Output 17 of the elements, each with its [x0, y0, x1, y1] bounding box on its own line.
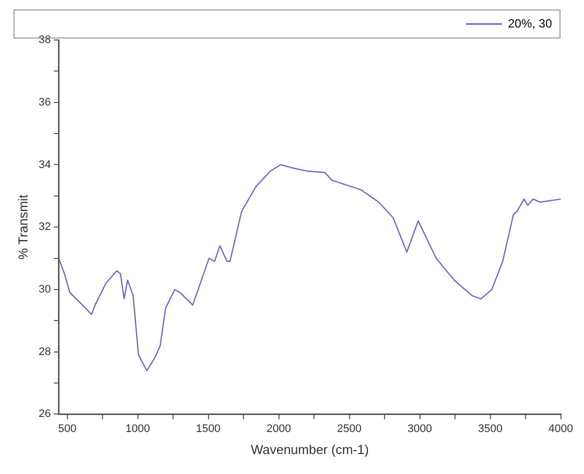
- x-tick-label: 3500: [478, 422, 503, 435]
- y-tick-label: 28: [38, 346, 51, 358]
- x-tick-label: 2500: [337, 422, 362, 435]
- x-tick-label: 2000: [266, 422, 292, 435]
- x-tick-label: 1000: [126, 422, 150, 435]
- x-tick-label: 4000: [548, 422, 574, 435]
- y-axis-title: % Transmit: [15, 194, 30, 260]
- x-tick-label: 3000: [408, 422, 432, 435]
- x-tick-label: 500: [58, 422, 76, 435]
- y-tick-label: 26: [38, 408, 51, 420]
- y-tick-label: 36: [38, 96, 51, 108]
- x-tick-label: 1500: [196, 422, 221, 435]
- y-tick-label: 30: [38, 284, 51, 296]
- x-axis-title: Wavenumber (cm-1): [250, 442, 369, 457]
- y-tick-label: 34: [38, 158, 51, 171]
- legend-label: 20%, 30: [508, 16, 552, 30]
- y-tick-label: 32: [38, 221, 51, 234]
